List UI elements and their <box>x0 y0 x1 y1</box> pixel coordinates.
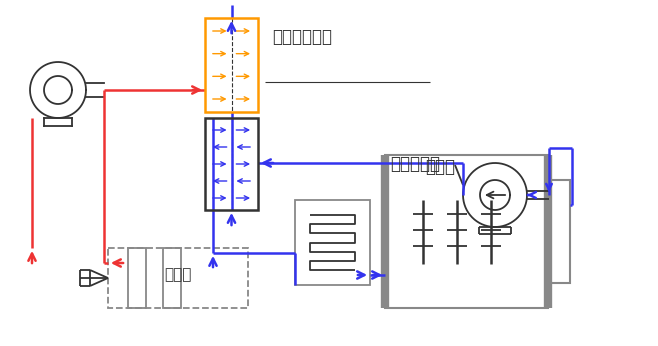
Bar <box>128 248 146 308</box>
Bar <box>108 248 248 308</box>
Bar <box>163 248 181 308</box>
Bar <box>205 118 258 210</box>
Text: 举燥機: 举燥機 <box>425 158 455 176</box>
Text: 循環ファン: 循環ファン <box>390 155 440 173</box>
Bar <box>550 180 570 283</box>
Text: 熱交換器増設: 熱交換器増設 <box>272 28 332 46</box>
Bar <box>385 155 548 308</box>
Bar <box>295 200 370 285</box>
Bar <box>205 18 258 112</box>
Text: 熱風炉: 熱風炉 <box>164 267 191 282</box>
